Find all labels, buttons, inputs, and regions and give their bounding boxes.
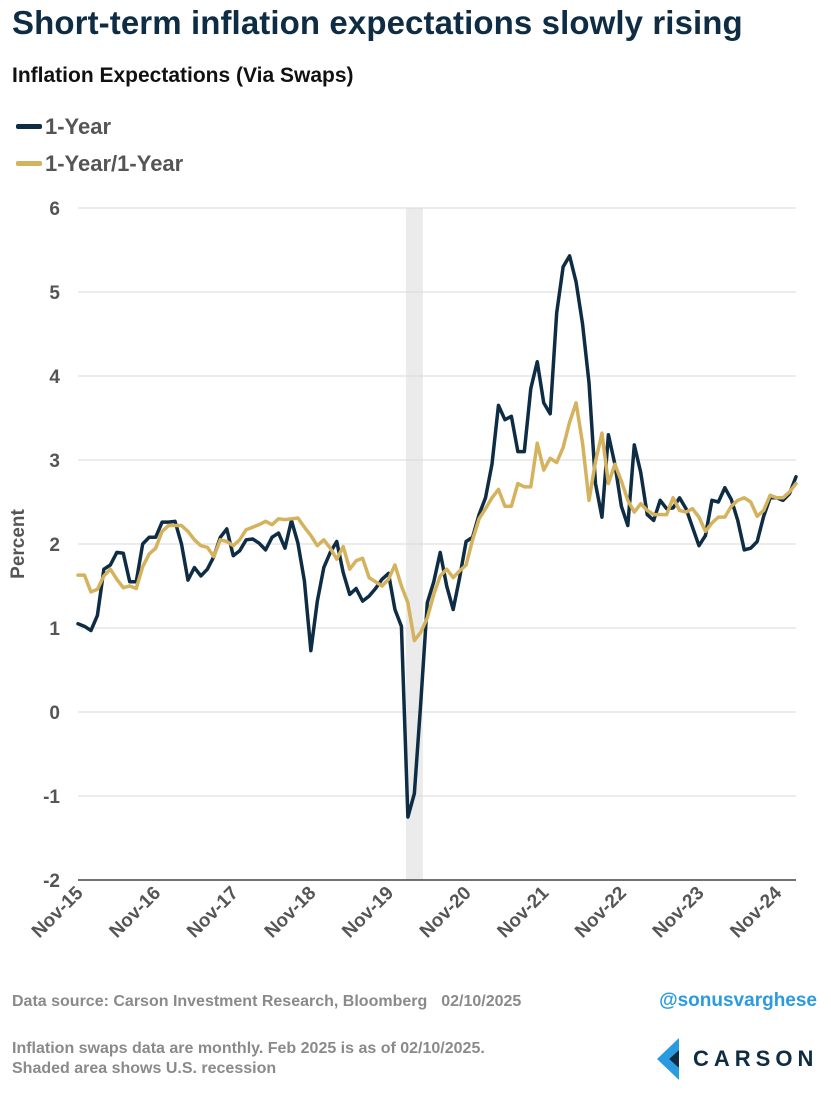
- y-tick-label: 2: [49, 535, 60, 556]
- y-tick-label: 4: [49, 367, 60, 388]
- y-tick-label: -2: [43, 871, 60, 892]
- x-tick-label: Nov-19: [338, 883, 398, 943]
- chart-title: Short-term inflation expectations slowly…: [12, 4, 743, 41]
- x-tick-label: Nov-16: [106, 883, 166, 943]
- x-tick-label: Nov-22: [571, 883, 631, 943]
- carson-logo-text: CARSON: [693, 1046, 819, 1071]
- legend-item-1-year-1-year: 1-Year/1-Year: [16, 145, 183, 182]
- author-handle: @sonusvarghese: [659, 990, 817, 1011]
- series-line-1-year-1-year: [76, 401, 798, 643]
- y-tick-label: 3: [49, 451, 60, 472]
- chart-subtitle: Inflation Expectations (Via Swaps): [12, 64, 354, 87]
- legend-swatch-1-year-1-year: [16, 161, 42, 166]
- legend: 1-Year 1-Year/1-Year: [16, 108, 183, 182]
- y-axis-label: Percent: [8, 508, 29, 578]
- series-line-1-year: [76, 254, 798, 819]
- footnote-line-1: Inflation swaps data are monthly. Feb 20…: [12, 1040, 485, 1057]
- data-source: Data source: Carson Investment Research,…: [12, 993, 521, 1011]
- y-tick-label: 1: [49, 619, 60, 640]
- footnote-line-2: Shaded area shows U.S. recession: [12, 1060, 277, 1077]
- y-tick-label: 6: [49, 199, 60, 220]
- x-tick-label: Nov-23: [649, 883, 709, 943]
- legend-label-1-year: 1-Year: [45, 113, 112, 139]
- carson-logo: CARSON: [655, 1038, 818, 1080]
- legend-label-1-year-1-year: 1-Year/1-Year: [45, 150, 184, 176]
- carson-chevron-icon: [657, 1038, 679, 1080]
- x-tick-label: Nov-20: [416, 883, 476, 943]
- footnote: Inflation swaps data are monthly. Feb 20…: [12, 1039, 485, 1079]
- y-tick-label: 5: [49, 283, 60, 304]
- legend-swatch-1-year: [16, 124, 42, 129]
- y-tick-label: 0: [49, 703, 60, 724]
- y-tick-label: -1: [43, 787, 60, 808]
- x-tick-label: Nov-21: [494, 882, 554, 942]
- legend-item-1-year: 1-Year: [16, 108, 183, 145]
- x-tick-label: Nov-17: [183, 883, 243, 943]
- x-tick-label: Nov-18: [261, 883, 321, 943]
- data-source-text: Data source: Carson Investment Research,…: [12, 993, 428, 1010]
- x-tick-label: Nov-24: [726, 882, 786, 942]
- data-source-date: 02/10/2025: [441, 993, 522, 1010]
